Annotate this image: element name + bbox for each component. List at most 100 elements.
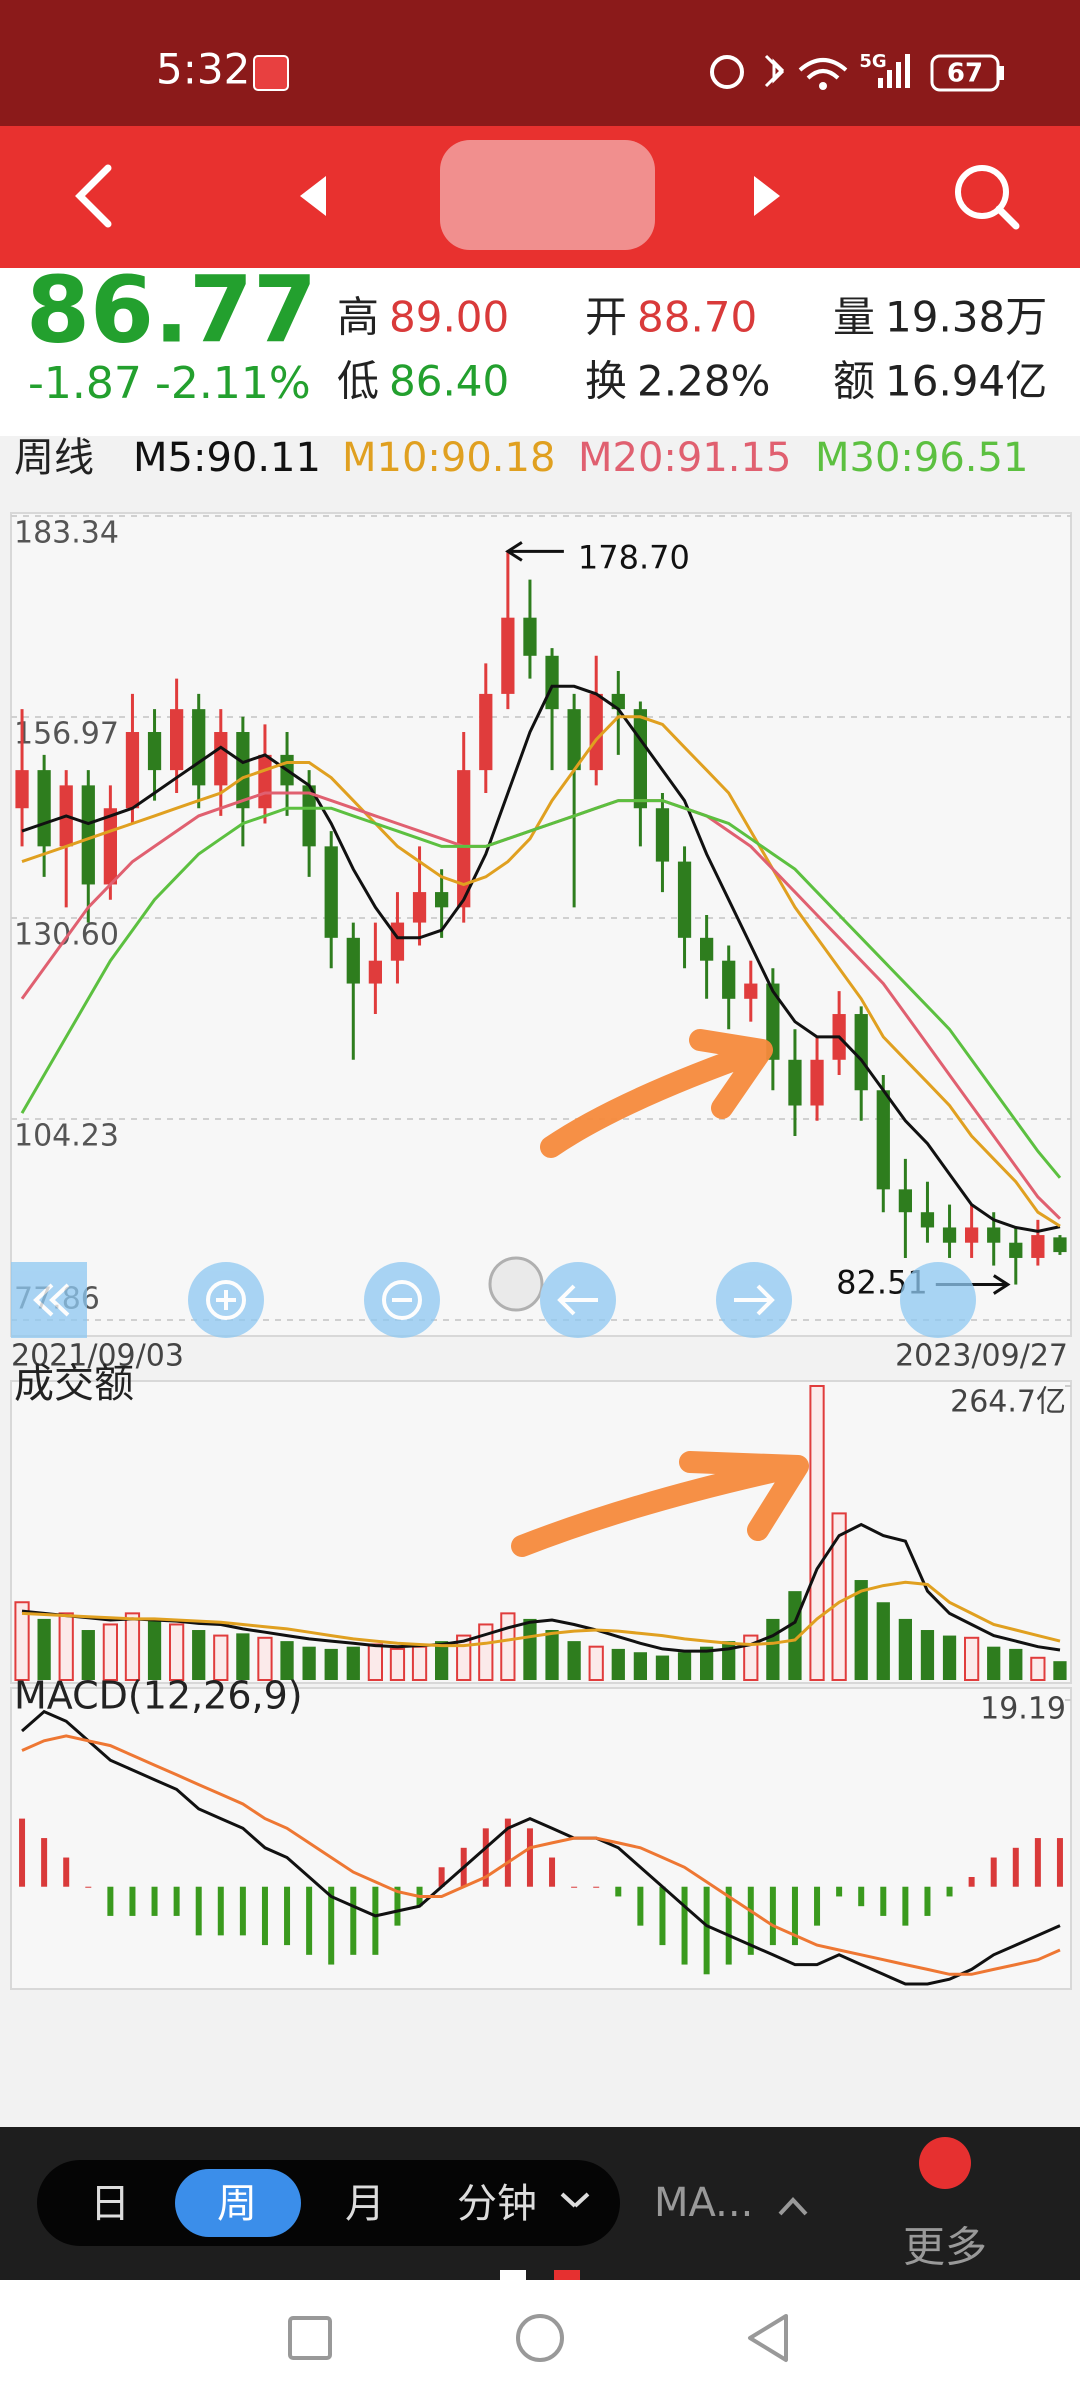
candle-body: [987, 1227, 1001, 1243]
volume-bar: [124, 1612, 141, 1681]
candle-body: [876, 1090, 890, 1190]
macd-bar: [526, 1828, 533, 1887]
stat-label: 量: [833, 293, 875, 342]
macd-bar: [769, 1886, 776, 1946]
next-stock-button[interactable]: [754, 176, 780, 216]
macd-bar: [1012, 1847, 1019, 1887]
change: -1.87: [28, 358, 142, 409]
volume-bar: [81, 1630, 95, 1680]
candle-body: [700, 937, 714, 961]
back-button[interactable]: [75, 164, 112, 228]
volume-bar: [324, 1648, 338, 1680]
system-nav: [0, 2280, 1080, 2400]
macd-bar: [858, 1886, 865, 1907]
ma-legend-item: M5:90.11: [133, 435, 321, 481]
more-button[interactable]: 更多: [903, 2223, 987, 2272]
volume-bar: [478, 1623, 494, 1682]
macd-bar: [482, 1828, 489, 1887]
macd-bar: [549, 1857, 556, 1887]
battery: [930, 54, 1000, 92]
period-label: 周线: [14, 435, 94, 481]
period-tab[interactable]: 周: [217, 2181, 257, 2227]
more-dot: [919, 2137, 971, 2189]
volume-bar: [147, 1618, 162, 1680]
volume-bar: [435, 1641, 449, 1680]
stat-label: 低: [337, 357, 379, 406]
period-tab[interactable]: 月: [345, 2181, 385, 2227]
y-tick-label: 156.97: [14, 717, 119, 752]
recents-button[interactable]: [288, 2316, 332, 2360]
fullscreen-button[interactable]: [900, 1262, 976, 1338]
panel-title: 成交额: [14, 1361, 134, 1407]
candle-body: [103, 808, 117, 885]
volume-bar: [14, 1601, 30, 1681]
macd-bar: [814, 1886, 821, 1926]
stat-label: 额: [833, 357, 875, 406]
volume-bar: [942, 1635, 957, 1680]
candle-body: [324, 846, 338, 938]
stat-label: 开: [585, 293, 627, 342]
volume-bar: [898, 1618, 912, 1680]
home-button[interactable]: [516, 2314, 564, 2362]
line-series: [20, 799, 1062, 1179]
volume-bar: [677, 1652, 692, 1680]
macd-bar: [593, 1886, 600, 1888]
scroll-left-icon: [557, 1284, 598, 1316]
line-series: [21, 1734, 1061, 1976]
period-tab[interactable]: 分钟: [457, 2181, 537, 2227]
battery-level: 67: [947, 59, 983, 89]
battery-tip: [999, 66, 1004, 80]
macd-bar: [85, 1886, 92, 1888]
line-series: [21, 1709, 1061, 1986]
scroll-start-button[interactable]: [11, 1262, 87, 1338]
candle-body: [655, 808, 670, 862]
bluetooth-icon: [764, 54, 785, 88]
volume-bar: [809, 1385, 825, 1681]
candle-body: [523, 617, 537, 656]
price-panel: [10, 512, 1072, 1337]
candle-body: [368, 960, 382, 984]
plots: 183.34156.97130.60104.2377.862021/09/032…: [11, 515, 1071, 1986]
volume-bar: [280, 1641, 294, 1680]
macd-panel: [10, 1687, 1072, 1990]
candle-body: [1009, 1242, 1023, 1258]
scroll-start-icon: [33, 1283, 70, 1317]
volume-bar: [876, 1602, 890, 1680]
macd-bar: [681, 1886, 688, 1965]
wifi-icon: [798, 58, 848, 80]
volume-bar: [1009, 1648, 1023, 1680]
candle-body: [170, 709, 184, 771]
volume-bar: [236, 1633, 250, 1680]
candle-body: [214, 732, 228, 786]
candle-body: [744, 983, 758, 999]
candle-body: [854, 1014, 868, 1091]
stat-label: 高: [337, 293, 379, 342]
macd-bar: [19, 1818, 26, 1887]
change-percent: -2.11%: [155, 358, 311, 409]
minute-caret: [560, 2192, 590, 2208]
alarm-icon: [710, 55, 744, 89]
volume-bar: [987, 1646, 1001, 1680]
candle-body: [236, 732, 250, 809]
volume-bar: [411, 1645, 428, 1681]
info-button[interactable]: [488, 1256, 544, 1312]
zoom-in-icon: [206, 1280, 246, 1320]
candle-body: [302, 785, 316, 847]
volume-bar: [588, 1645, 604, 1681]
search-button[interactable]: [955, 165, 1020, 230]
clock: 5:32: [156, 45, 250, 94]
system-back-button[interactable]: [748, 2314, 788, 2362]
candle-body: [81, 785, 95, 885]
macd-bar: [659, 1886, 666, 1946]
volume-bar: [389, 1647, 406, 1681]
volume-bar: [257, 1636, 273, 1681]
prev-stock-button[interactable]: [300, 176, 326, 216]
macd-bar: [902, 1886, 909, 1926]
period-tab[interactable]: 日: [90, 2181, 130, 2227]
volume-bar: [545, 1630, 559, 1680]
volume-bar: [192, 1630, 206, 1680]
macd-bar: [725, 1886, 732, 1965]
ma-selector[interactable]: MA...: [654, 2180, 753, 2226]
volume-bar: [58, 1612, 74, 1681]
candle-body: [390, 922, 405, 961]
